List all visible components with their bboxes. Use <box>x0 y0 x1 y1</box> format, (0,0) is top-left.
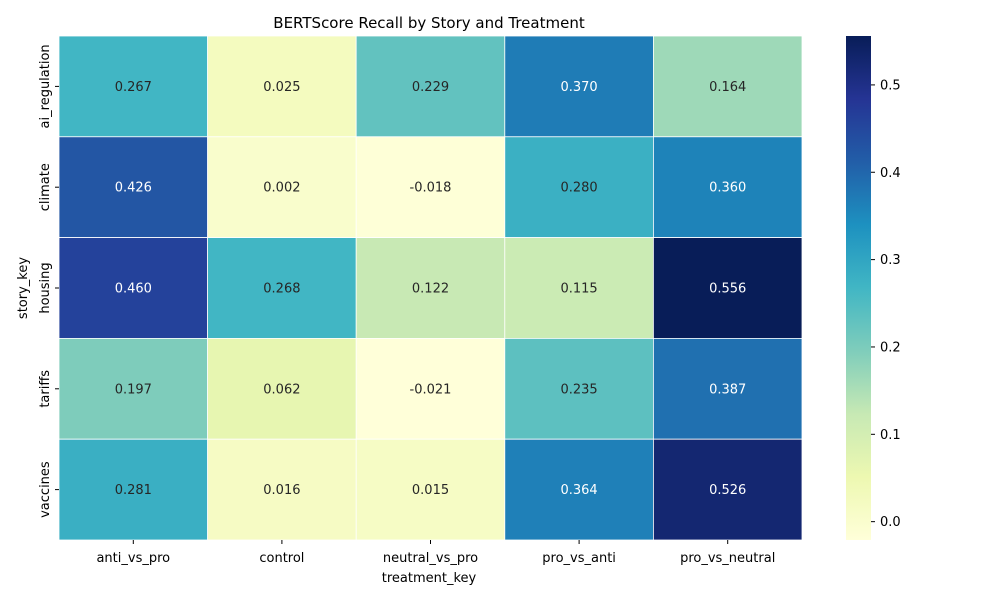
chart-title: BERTScore Recall by Story and Treatment <box>273 14 585 32</box>
x-tick-label: neutral_vs_pro <box>383 551 478 566</box>
colorbar-tick-label: 0.0 <box>880 515 901 530</box>
colorbar-ticks: 0.0 0.1 0.2 0.3 0.4 0.5 <box>871 78 901 530</box>
heatmap-cell <box>653 136 803 239</box>
y-tick-label: climate <box>38 163 53 211</box>
cell-value-label: 0.280 <box>560 181 597 196</box>
cell-value-label: 0.370 <box>560 80 597 95</box>
cell-value-label: 0.235 <box>560 382 597 397</box>
y-tick-label: tariffs <box>38 370 53 408</box>
cell-value-label: 0.197 <box>115 382 152 397</box>
cell-value-label: 0.364 <box>560 483 597 498</box>
heatmap-cell <box>355 438 506 541</box>
heatmap-cell <box>58 438 209 541</box>
heatmap-cell <box>653 337 803 440</box>
heatmap-cell <box>504 237 654 339</box>
colorbar <box>846 36 871 540</box>
cell-value-label: -0.021 <box>410 382 452 397</box>
heatmap-cell <box>355 136 506 239</box>
heatmap-cell <box>653 438 803 541</box>
x-tick-label: control <box>259 551 304 566</box>
cell-value-label: 0.016 <box>263 483 300 498</box>
cell-value-label: 0.556 <box>709 282 746 297</box>
heatmap-cell <box>653 237 803 339</box>
heatmap-cells: 0.267 0.025 0.229 0.370 0.164 0.426 0.002 -0.01… <box>58 35 803 541</box>
y-tick-label: ai_regulation <box>38 44 53 128</box>
heatmap-cell <box>355 337 506 440</box>
cell-value-label: 0.115 <box>560 282 597 297</box>
heatmap-cell <box>207 35 357 138</box>
cell-value-label: 0.062 <box>263 382 300 397</box>
colorbar-tick-label: 0.2 <box>880 340 901 355</box>
cell-value-label: 0.268 <box>263 282 300 297</box>
y-tick-label: housing <box>38 262 53 313</box>
cell-value-label: 0.526 <box>709 483 746 498</box>
cell-value-label: 0.002 <box>263 181 300 196</box>
cell-value-label: 0.360 <box>709 181 746 196</box>
heatmap-cell <box>58 136 209 239</box>
cell-value-label: 0.460 <box>115 282 152 297</box>
cell-value-label: 0.025 <box>263 80 300 95</box>
cell-value-label: 0.426 <box>115 181 152 196</box>
y-axis-label: story_key <box>16 257 31 319</box>
heatmap-cell <box>355 35 506 138</box>
heatmap-cell <box>58 35 209 138</box>
colorbar-tick-label: 0.1 <box>880 428 901 443</box>
heatmap-cell <box>653 35 803 138</box>
heatmap-cell <box>504 35 654 138</box>
heatmap-cell <box>207 237 357 339</box>
x-tick-label: pro_vs_anti <box>542 551 616 566</box>
colorbar-tick-label: 0.5 <box>880 78 901 93</box>
cell-value-label: 0.267 <box>115 80 152 95</box>
y-tick-label: vaccines <box>38 461 53 518</box>
cell-value-label: 0.387 <box>709 382 746 397</box>
colorbar-tick-label: 0.3 <box>880 253 901 268</box>
cell-value-label: 0.164 <box>709 80 746 95</box>
cell-value-label: 0.015 <box>412 483 449 498</box>
x-axis-label: treatment_key <box>382 571 477 586</box>
heatmap-cell <box>504 337 654 440</box>
heatmap-cell <box>207 337 357 440</box>
x-tick-label: anti_vs_pro <box>96 551 170 566</box>
cell-value-label: -0.018 <box>410 181 452 196</box>
x-tick-label: pro_vs_neutral <box>680 551 775 566</box>
x-axis-ticks: anti_vs_pro control neutral_vs_pro pro_vs_a… <box>96 540 775 566</box>
heatmap-cell <box>207 136 357 239</box>
cell-value-label: 0.281 <box>115 483 152 498</box>
heatmap-cell <box>207 438 357 541</box>
cell-value-label: 0.122 <box>412 282 449 297</box>
cell-value-label: 0.229 <box>412 80 449 95</box>
colorbar-tick-label: 0.4 <box>880 166 901 181</box>
heatmap-cell <box>355 237 506 339</box>
